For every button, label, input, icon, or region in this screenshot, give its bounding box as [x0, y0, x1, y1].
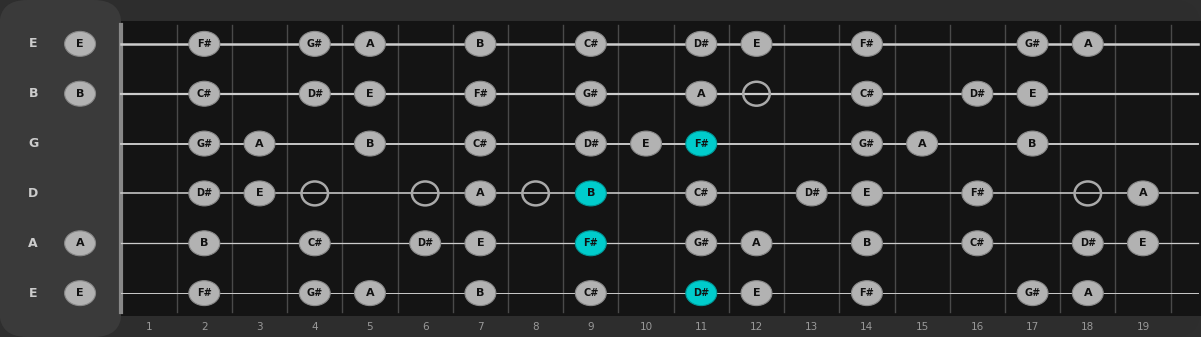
Text: E: E [864, 188, 871, 198]
Ellipse shape [1128, 181, 1159, 206]
Text: 10: 10 [639, 322, 652, 332]
Ellipse shape [686, 131, 717, 156]
Ellipse shape [299, 281, 330, 306]
Text: F#: F# [860, 288, 874, 298]
Ellipse shape [575, 81, 607, 106]
Text: 4: 4 [311, 322, 318, 332]
Ellipse shape [65, 281, 96, 306]
Text: 15: 15 [915, 322, 928, 332]
Text: E: E [477, 238, 484, 248]
Ellipse shape [575, 131, 607, 156]
Text: A: A [365, 39, 375, 49]
Ellipse shape [299, 31, 330, 56]
Text: 7: 7 [477, 322, 484, 332]
Ellipse shape [852, 131, 883, 156]
Ellipse shape [189, 81, 220, 106]
Ellipse shape [686, 81, 717, 106]
Text: D#: D# [693, 39, 710, 49]
Ellipse shape [796, 181, 827, 206]
Text: F#: F# [473, 89, 488, 99]
Text: E: E [1140, 238, 1147, 248]
Ellipse shape [189, 131, 220, 156]
Ellipse shape [1017, 281, 1048, 306]
Text: C#: C# [584, 39, 598, 49]
Text: 16: 16 [970, 322, 984, 332]
Ellipse shape [686, 231, 717, 256]
Text: D#: D# [582, 139, 599, 149]
Text: F#: F# [584, 238, 598, 248]
Text: 18: 18 [1081, 322, 1094, 332]
Text: D: D [28, 187, 38, 200]
Text: D#: D# [969, 89, 986, 99]
Text: B: B [477, 288, 484, 298]
Text: B: B [29, 87, 38, 100]
Text: D#: D# [196, 188, 213, 198]
Text: B: B [1028, 139, 1036, 149]
Ellipse shape [741, 231, 772, 256]
Text: B: B [76, 89, 84, 99]
Text: B: B [201, 238, 209, 248]
Text: G#: G# [196, 139, 213, 149]
Ellipse shape [575, 31, 607, 56]
Ellipse shape [686, 181, 717, 206]
Text: B: B [366, 139, 375, 149]
Text: 14: 14 [860, 322, 873, 332]
Text: A: A [752, 238, 760, 248]
Text: E: E [29, 287, 37, 300]
Ellipse shape [299, 81, 330, 106]
Text: 2: 2 [201, 322, 208, 332]
Ellipse shape [465, 281, 496, 306]
Text: E: E [366, 89, 374, 99]
Ellipse shape [189, 31, 220, 56]
Ellipse shape [65, 231, 96, 256]
Text: E: E [753, 39, 760, 49]
Text: E: E [643, 139, 650, 149]
Ellipse shape [852, 31, 883, 56]
Text: G#: G# [306, 39, 323, 49]
Ellipse shape [1017, 131, 1048, 156]
Text: A: A [76, 238, 84, 248]
Text: C#: C# [584, 288, 598, 298]
Ellipse shape [465, 231, 496, 256]
Text: C#: C# [969, 238, 985, 248]
Text: A: A [1083, 39, 1092, 49]
Text: F#: F# [970, 188, 985, 198]
Text: G#: G# [306, 288, 323, 298]
Ellipse shape [65, 81, 96, 106]
Text: G#: G# [1024, 288, 1040, 298]
FancyBboxPatch shape [0, 0, 121, 337]
Text: 11: 11 [694, 322, 707, 332]
Ellipse shape [631, 131, 662, 156]
Ellipse shape [852, 231, 883, 256]
Text: D#: D# [306, 89, 323, 99]
Text: E: E [76, 39, 84, 49]
Text: B: B [477, 39, 484, 49]
Ellipse shape [1017, 81, 1048, 106]
Ellipse shape [962, 181, 993, 206]
Text: 6: 6 [422, 322, 429, 332]
Ellipse shape [1128, 231, 1159, 256]
Text: A: A [365, 288, 375, 298]
Ellipse shape [189, 231, 220, 256]
Text: B: B [586, 188, 594, 198]
Text: F#: F# [694, 139, 709, 149]
Text: A: A [918, 139, 926, 149]
Text: D#: D# [1080, 238, 1095, 248]
Text: A: A [476, 188, 485, 198]
Ellipse shape [962, 231, 993, 256]
Text: G#: G# [582, 89, 599, 99]
Text: B: B [862, 238, 871, 248]
Ellipse shape [299, 231, 330, 256]
Ellipse shape [354, 31, 386, 56]
Text: G: G [28, 137, 38, 150]
Text: E: E [1029, 89, 1036, 99]
Ellipse shape [244, 131, 275, 156]
Ellipse shape [907, 131, 938, 156]
Ellipse shape [575, 281, 607, 306]
Ellipse shape [65, 31, 96, 56]
Ellipse shape [189, 181, 220, 206]
Text: 3: 3 [256, 322, 263, 332]
Ellipse shape [465, 131, 496, 156]
Ellipse shape [465, 31, 496, 56]
